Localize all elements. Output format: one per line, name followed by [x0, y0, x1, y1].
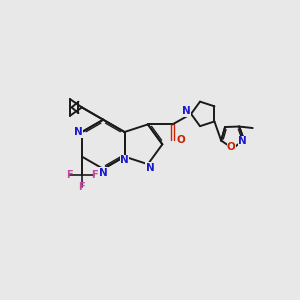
Text: N: N: [74, 127, 83, 137]
Text: F: F: [66, 170, 73, 180]
Text: N: N: [238, 136, 247, 146]
Text: F: F: [91, 170, 98, 180]
Text: N: N: [146, 163, 155, 173]
Text: F: F: [79, 182, 85, 192]
Text: O: O: [227, 142, 236, 152]
Text: O: O: [176, 135, 185, 145]
Text: N: N: [182, 106, 191, 116]
Text: N: N: [120, 155, 129, 165]
Text: N: N: [99, 167, 108, 178]
